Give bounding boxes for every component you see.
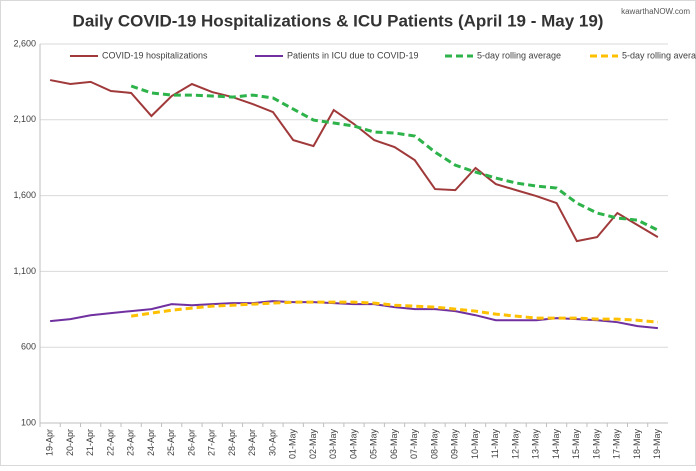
- x-tick-label: 04-May: [348, 429, 358, 460]
- x-tick-label: 11-May: [490, 429, 500, 459]
- x-tick-label: 28-Apr: [227, 429, 237, 456]
- chart-title: Daily COVID-19 Hospitalizations & ICU Pa…: [73, 11, 604, 30]
- legend-label: COVID-19 hospitalizations: [102, 50, 208, 60]
- watermark: kawarthaNOW.com: [621, 7, 690, 16]
- x-tick-label: 17-May: [612, 429, 622, 460]
- x-tick-label: 19-May: [652, 429, 662, 460]
- x-tick-label: 19-Apr: [45, 429, 55, 456]
- series-line: [130, 84, 659, 232]
- legend-label: Patients in ICU due to COVID-19: [287, 50, 419, 60]
- x-tick-label: 08-May: [429, 429, 439, 460]
- y-tick-label: 100: [21, 417, 36, 427]
- x-tick-label: 14-May: [551, 429, 561, 460]
- x-tick-label: 10-May: [470, 429, 480, 460]
- legend-label: 5-day rolling average: [622, 50, 696, 60]
- x-tick-label: 25-Apr: [166, 429, 176, 456]
- x-tick-label: 13-May: [531, 429, 541, 460]
- y-tick-label: 2,100: [13, 114, 36, 124]
- x-tick-label: 06-May: [389, 429, 399, 460]
- x-tick-label: 21-Apr: [85, 429, 95, 456]
- x-tick-label: 02-May: [308, 429, 318, 460]
- series-line: [130, 300, 659, 324]
- x-tick-label: 05-May: [369, 429, 379, 460]
- x-tick-label: 15-May: [571, 429, 581, 460]
- x-tick-label: 26-Apr: [186, 429, 196, 456]
- x-tick-label: 18-May: [632, 429, 642, 460]
- x-tick-label: 16-May: [591, 429, 601, 460]
- x-tick-label: 01-May: [288, 429, 298, 460]
- x-tick-label: 24-Apr: [146, 429, 156, 456]
- legend-label: 5-day rolling average: [477, 50, 561, 60]
- x-tick-label: 03-May: [328, 429, 338, 460]
- x-tick-label: 22-Apr: [105, 429, 115, 456]
- x-tick-label: 09-May: [450, 429, 460, 460]
- x-tick-label: 27-Apr: [207, 429, 217, 456]
- x-tick-label: 07-May: [409, 429, 419, 460]
- x-tick-label: 23-Apr: [126, 429, 136, 456]
- x-tick-label: 20-Apr: [65, 429, 75, 456]
- y-tick-label: 1,100: [13, 266, 36, 276]
- y-tick-label: 2,600: [13, 38, 36, 48]
- series-line: [50, 300, 658, 330]
- y-tick-label: 1,600: [13, 190, 36, 200]
- y-tick-label: 600: [21, 342, 36, 352]
- series-line: [49, 79, 659, 243]
- x-tick-label: 29-Apr: [247, 429, 257, 456]
- x-tick-label: 12-May: [510, 429, 520, 460]
- x-tick-label: 30-Apr: [267, 429, 277, 456]
